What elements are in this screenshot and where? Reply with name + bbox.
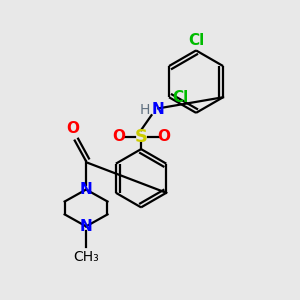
Text: H: H [140,103,150,117]
Text: N: N [80,219,92,234]
Text: Cl: Cl [172,90,189,105]
Text: S: S [135,128,148,146]
Text: Cl: Cl [188,33,204,48]
Text: N: N [80,182,92,197]
Text: O: O [112,129,125,144]
Text: CH₃: CH₃ [73,250,99,265]
Text: N: N [152,102,164,117]
Text: O: O [66,121,79,136]
Text: O: O [157,129,170,144]
